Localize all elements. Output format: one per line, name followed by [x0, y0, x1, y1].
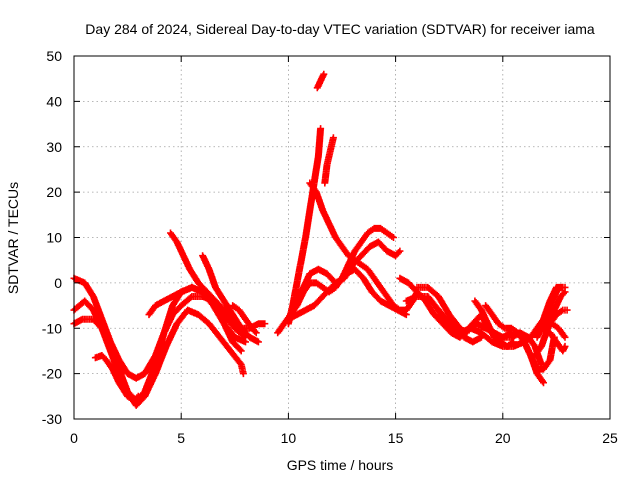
data-point-markers	[145, 283, 245, 355]
series-track-21	[482, 302, 558, 373]
y-tick-label: 0	[54, 275, 62, 291]
series-track-5	[91, 352, 142, 405]
x-tick-label: 5	[177, 430, 185, 446]
data-point-markers	[91, 352, 142, 405]
grid	[74, 56, 610, 419]
y-tick-label: 10	[46, 230, 62, 246]
y-tick-label: -10	[42, 320, 62, 336]
data-point-markers	[199, 252, 262, 346]
series-track-11	[313, 70, 328, 92]
x-tick-label: 10	[281, 430, 297, 446]
data-point-markers	[471, 297, 517, 350]
y-tick-label: -30	[42, 411, 62, 427]
y-tick-label: 40	[46, 93, 62, 109]
series-track-24	[520, 283, 567, 346]
data-point-markers	[321, 134, 337, 187]
data-point-markers	[546, 329, 569, 355]
series-track-19	[435, 306, 485, 346]
x-axis-label: GPS time / hours	[287, 457, 394, 473]
x-tick-label: 25	[602, 430, 618, 446]
series-track-12	[321, 134, 337, 187]
data-point-markers	[284, 265, 410, 323]
series-track-8	[229, 302, 260, 337]
y-tick-label: 30	[46, 139, 62, 155]
series-track-13	[306, 179, 421, 314]
x-tick-label: 15	[388, 430, 404, 446]
x-tick-label: 20	[495, 430, 511, 446]
series-track-15	[284, 265, 410, 323]
data-point-markers	[546, 306, 571, 328]
data-point-markers	[313, 70, 328, 92]
data-point-markers	[520, 283, 567, 346]
data-point-markers	[229, 302, 260, 337]
data-point-markers	[435, 306, 485, 346]
series-track-25	[546, 329, 569, 355]
series-track-20	[471, 297, 517, 350]
y-tick-label: -20	[42, 366, 62, 382]
y-axis-label: SDTVAR / TECUs	[5, 182, 21, 294]
series-track-4	[145, 283, 245, 355]
y-tick-label: 20	[46, 184, 62, 200]
series-track-7	[199, 252, 262, 346]
data-point-markers	[306, 179, 421, 314]
axis-ticks: 0 5 10 15 20 25 -30 -20 -10 0 10 20 30 40 50	[42, 48, 618, 446]
data-point-markers	[482, 302, 558, 373]
chart-title: Day 284 of 2024, Sidereal Day-to-day VTE…	[85, 21, 595, 37]
series-track-27	[546, 306, 571, 328]
y-tick-label: 50	[46, 48, 62, 64]
x-tick-label: 0	[70, 430, 78, 446]
